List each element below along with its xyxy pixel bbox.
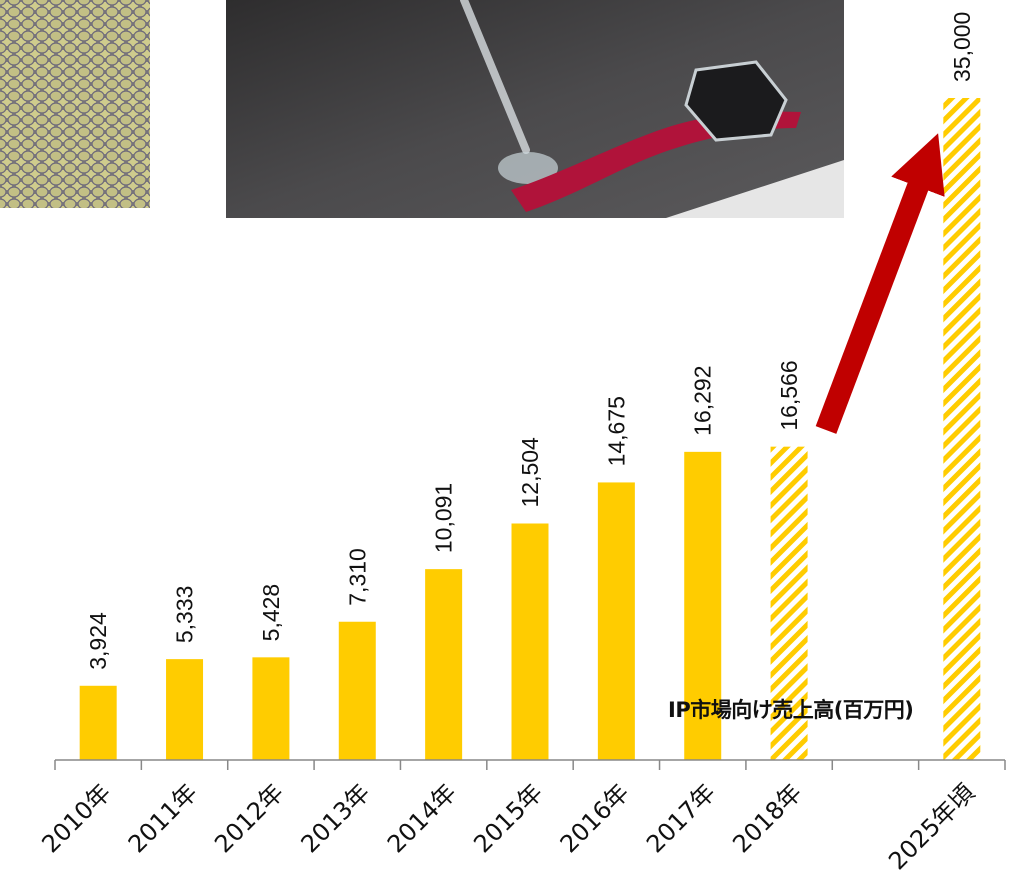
x-tick-label: 2025年頃 [883,778,980,875]
series-label: IP市場向け売上高(百万円) [668,698,914,722]
value-label: 5,333 [172,586,198,644]
x-tick-label-group: 2010年 2011年 2012年 2013年 2014年 2015年 2016年 2017年… [36,778,980,875]
bar-2012年 [252,657,290,760]
x-tick-label: 2016年 [555,778,635,858]
glass-art-photo [226,0,844,218]
value-label-group: 3,924 5,333 5,428 7,310 10,091 12,504 14,675 16… [85,12,975,670]
value-label: 12,504 [517,437,543,508]
bar-group [79,98,981,760]
value-label: 7,310 [344,548,370,606]
bar-2016年 [597,482,635,760]
value-label: 14,675 [603,396,629,466]
value-label: 35,000 [949,12,975,82]
x-tick-label: 2015年 [468,778,548,858]
bar-2013年 [338,621,376,760]
bar-2018年 [770,446,808,760]
growth-arrow [815,133,945,434]
snake-skin-photo [0,0,150,208]
value-label: 10,091 [431,483,457,553]
x-axis [54,759,1006,770]
bar-2014年 [425,569,463,760]
value-label: 16,292 [690,365,716,435]
bar-2015年 [511,523,549,760]
x-tick-label: 2014年 [382,778,462,858]
bar-2011年 [166,659,204,760]
x-tick-label: 2011年 [123,778,203,858]
x-tick-label: 2012年 [209,778,289,858]
x-tick-label: 2017年 [641,778,721,858]
x-tick-label: 2013年 [296,778,376,858]
bar-2010年 [79,685,117,760]
value-label: 3,924 [85,612,111,670]
x-tick-label: 2018年 [727,778,807,858]
x-tick-label: 2010年 [36,778,116,858]
value-label: 5,428 [258,584,284,642]
value-label: 16,566 [776,360,802,430]
bar-2017年 [684,451,722,760]
bar-2025年頃 [943,98,981,760]
